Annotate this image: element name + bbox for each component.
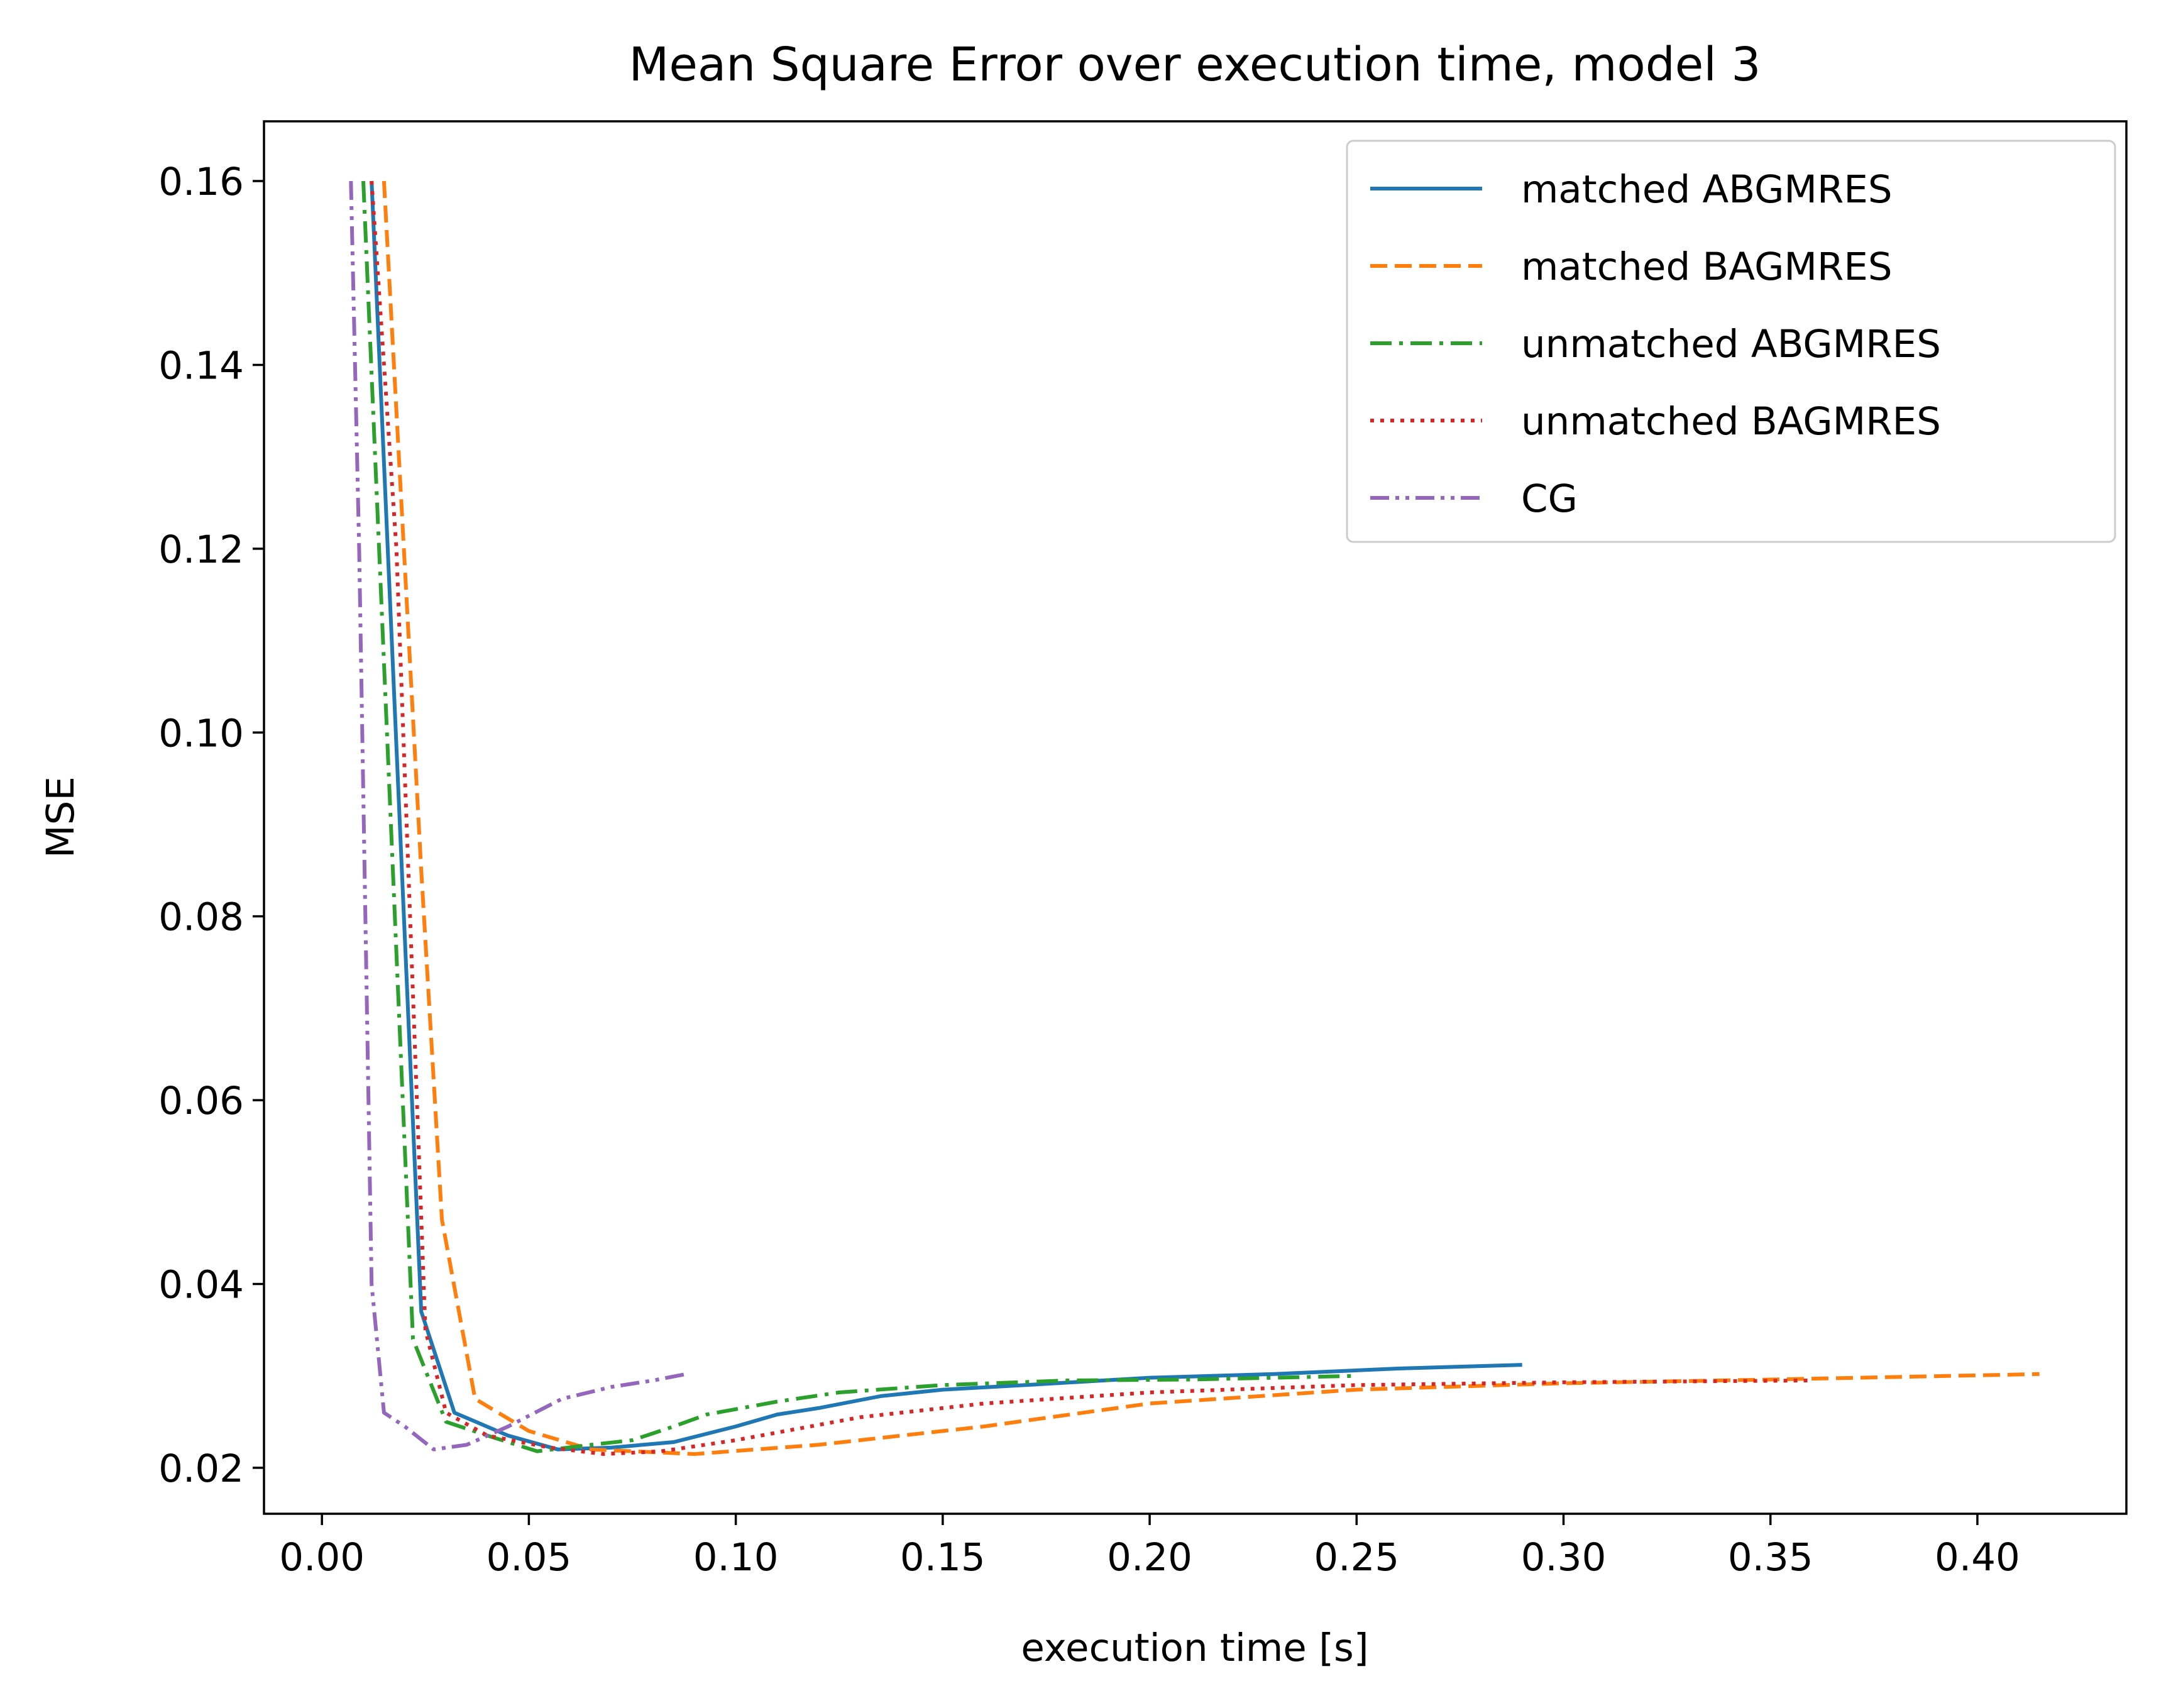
y-axis-label: MSE [38,776,83,858]
legend-box [1346,140,2116,543]
x-tick-label: 0.20 [1107,1535,1192,1580]
legend: matched ABGMRES matched BAGMRES unmatched … [1346,140,2116,543]
legend-label: unmatched BAGMRES [1521,399,1941,444]
x-tick-label: 0.25 [1314,1535,1399,1580]
y-tick-label: 0.08 [158,895,244,940]
x-tick-label: 0.05 [486,1535,571,1580]
x-axis-label: execution time [s] [1021,1626,1368,1670]
y-tick-label: 0.10 [158,711,244,756]
series-line-unmatched-abgmres [361,180,1357,1453]
series-line-matched-abgmres [370,180,1522,1452]
y-tick-label: 0.06 [158,1079,244,1123]
legend-label: CG [1521,477,1578,521]
x-tick-label: 0.40 [1935,1535,2020,1580]
plot-area [349,180,2040,1456]
y-tick-label: 0.02 [158,1446,244,1491]
axes-frame [263,120,2128,1515]
x-tick-label: 0.10 [693,1535,779,1580]
y-tick-label: 0.12 [158,527,244,572]
y-tick-label: 0.14 [158,343,244,388]
x-axis-ticks: 0.00 0.05 0.10 0.15 0.20 0.25 0.30 0.35 0.40 [279,1514,2020,1580]
x-tick-label: 0.00 [279,1535,365,1580]
x-tick-label: 0.35 [1728,1535,1813,1580]
y-tick-label: 0.16 [158,160,244,204]
chart-title: Mean Square Error over execution time, m… [629,38,1761,92]
x-tick-label: 0.15 [900,1535,986,1580]
legend-label: matched BAGMRES [1521,245,1893,289]
legend-label: matched ABGMRES [1521,167,1893,212]
series-line-unmatched-bagmres [370,180,1812,1456]
y-axis-ticks: 0.02 0.04 0.06 0.08 0.10 0.12 0.14 0.16 [158,160,264,1491]
legend-label: unmatched ABGMRES [1521,322,1941,366]
y-tick-label: 0.04 [158,1262,244,1307]
series-line-matched-bagmres [382,180,2040,1456]
x-tick-label: 0.30 [1521,1535,1607,1580]
